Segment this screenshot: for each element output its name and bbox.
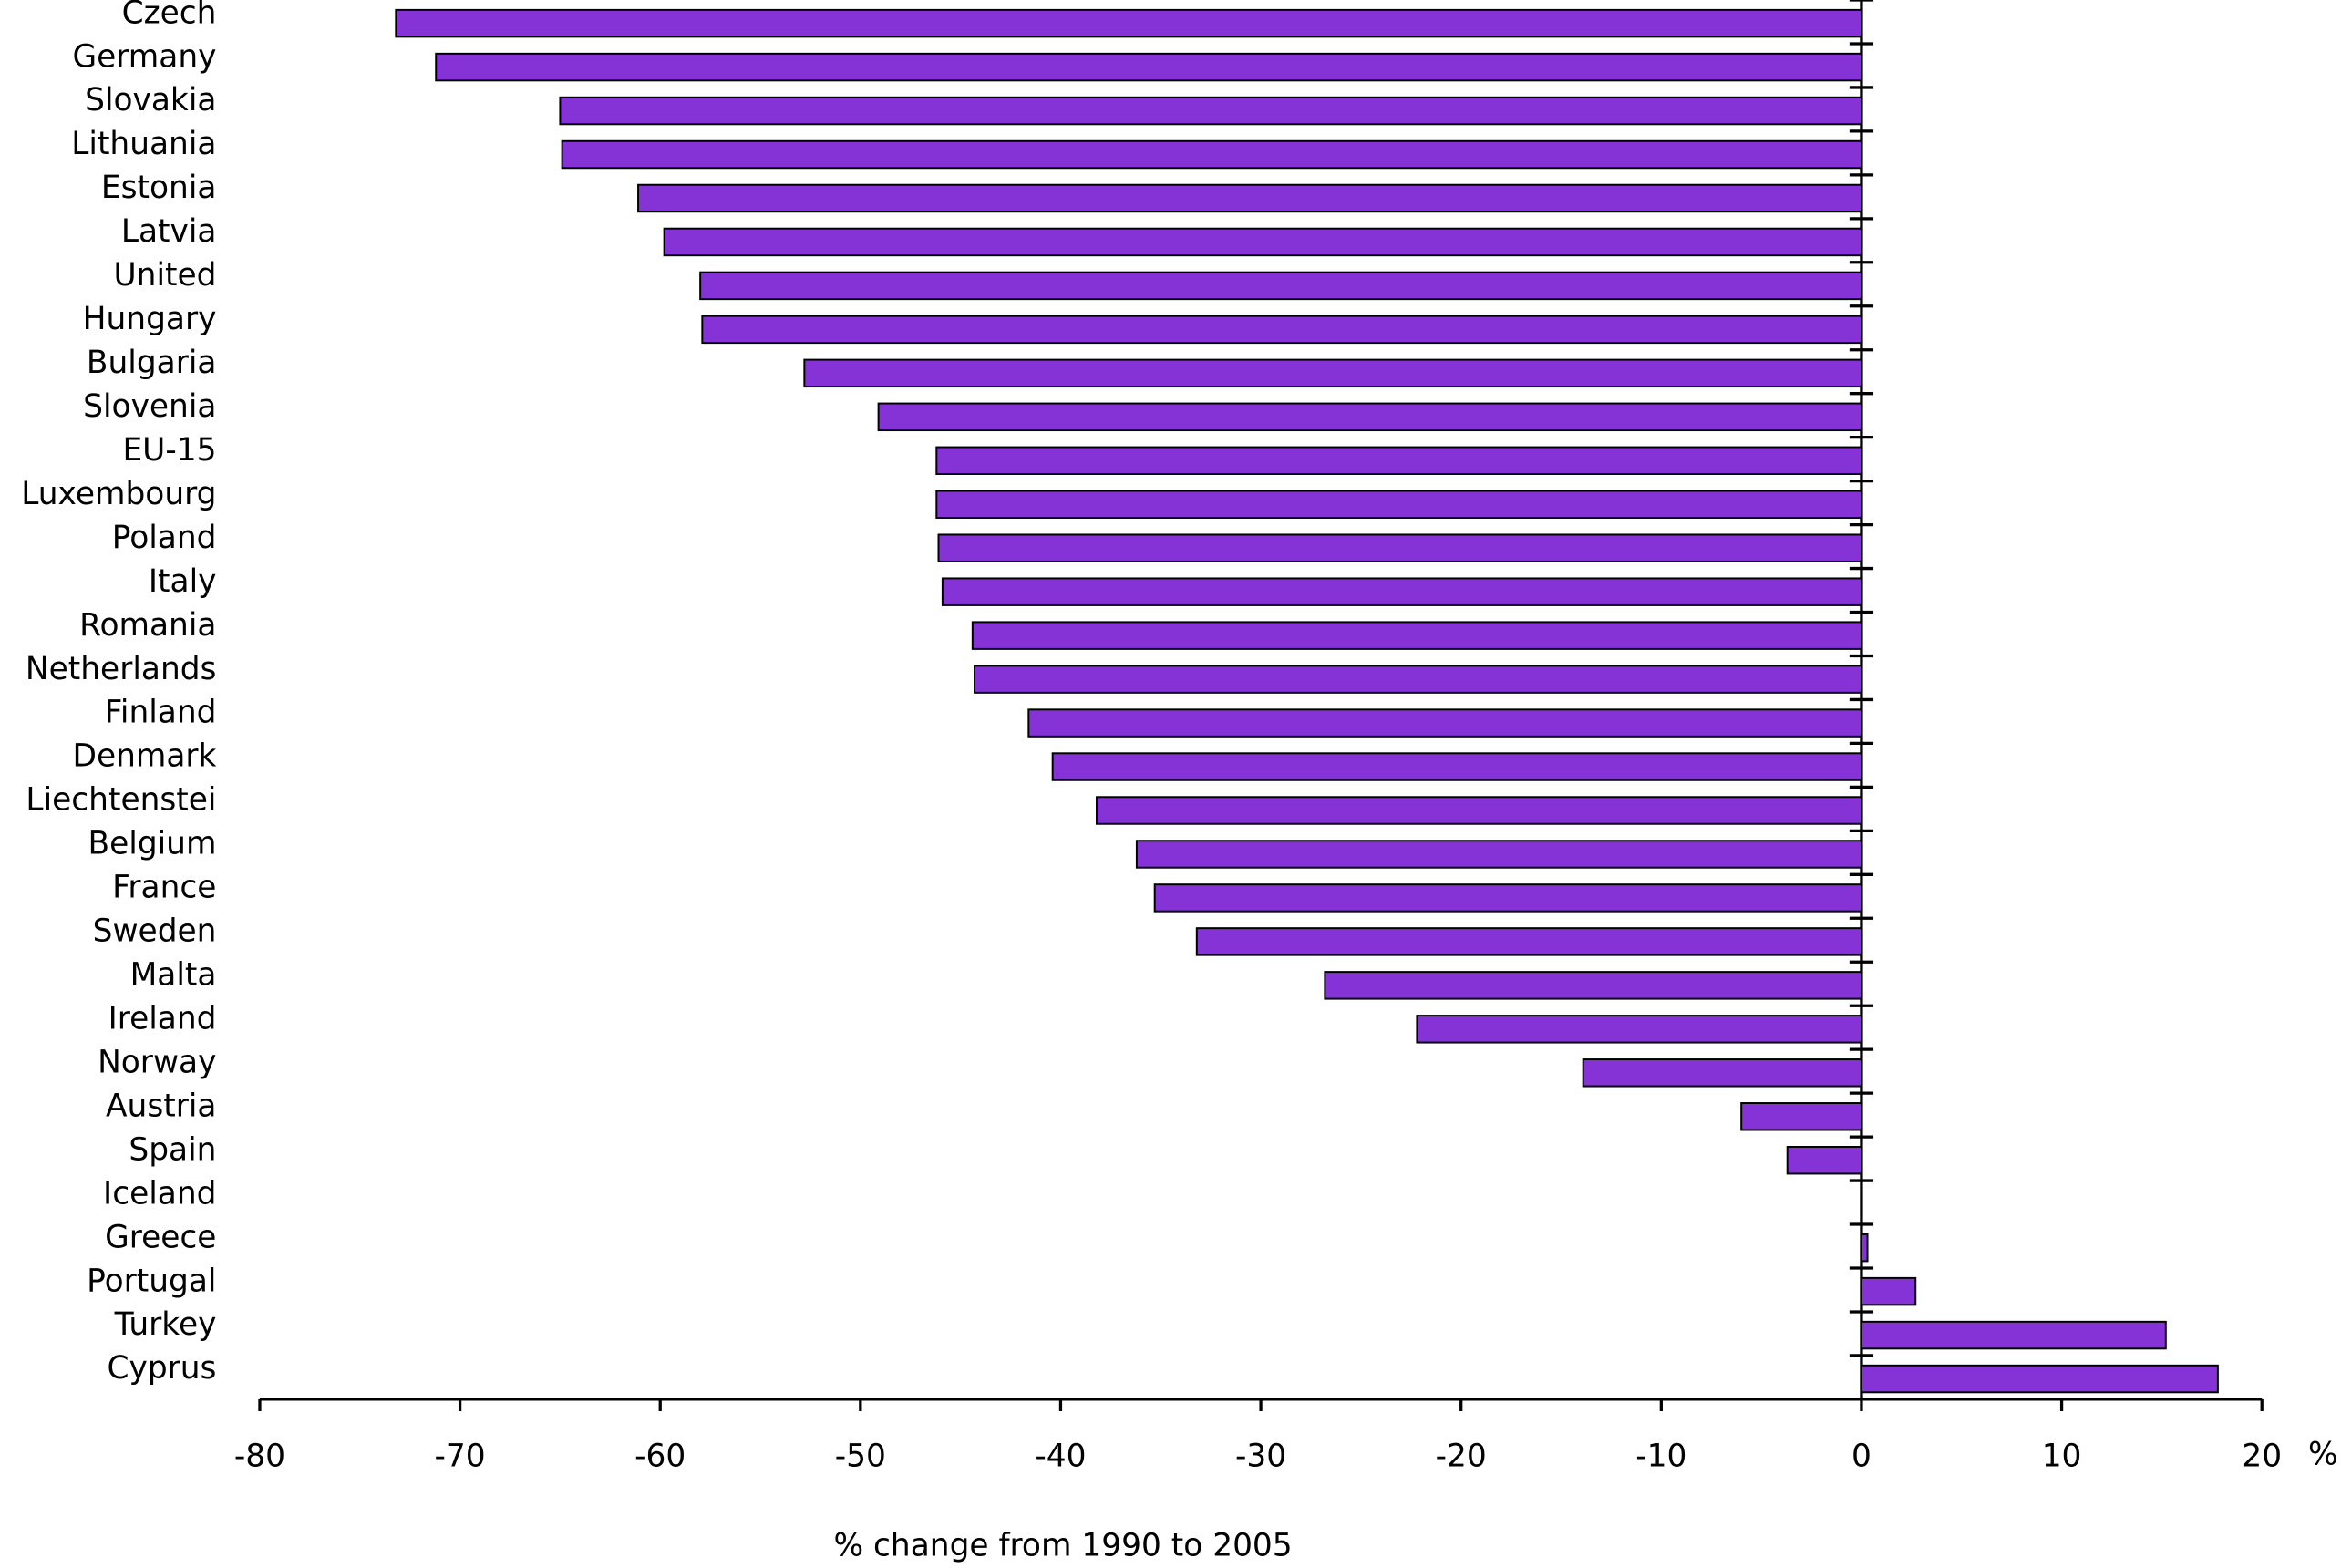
bar — [1135, 840, 1862, 869]
y-tick-label: Czech — [122, 0, 217, 31]
bar — [1860, 1276, 1917, 1306]
bar — [1195, 927, 1862, 956]
x-tick-label: -60 — [634, 1438, 686, 1474]
bar — [1860, 1364, 2219, 1394]
x-tick-label: -20 — [1436, 1438, 1487, 1474]
y-tick-label: Slovakia — [85, 82, 216, 119]
y-tick-label: Austria — [106, 1088, 216, 1124]
bar — [1860, 1233, 1869, 1263]
x-axis-label: % change from 1990 to 2005 — [833, 1528, 1292, 1564]
y-tick-label: Germany — [72, 38, 216, 75]
x-tick-label: -70 — [435, 1438, 486, 1474]
x-tick-label: 20 — [2242, 1438, 2282, 1474]
y-tick-label: Portugal — [87, 1263, 216, 1299]
y-tick-label: Latvia — [121, 213, 217, 250]
y-tick-label: Poland — [112, 520, 217, 556]
bar — [974, 665, 1862, 694]
bar — [1740, 1102, 1862, 1131]
y-tick-label: Greece — [105, 1219, 216, 1255]
x-axis-unit: % — [2308, 1437, 2338, 1473]
x-tick-label: -40 — [1035, 1438, 1086, 1474]
x-tick-label: -10 — [1635, 1438, 1686, 1474]
y-tick-label: Luxembourg — [21, 476, 216, 512]
y-tick-label: Iceland — [103, 1175, 216, 1212]
y-tick-label: France — [112, 870, 216, 906]
bar — [1051, 752, 1862, 781]
bar — [559, 96, 1862, 126]
x-tick-label: -30 — [1235, 1438, 1286, 1474]
x-tick-label: -50 — [835, 1438, 886, 1474]
y-tick-label: Cyprus — [107, 1350, 216, 1387]
bar — [1027, 708, 1862, 738]
y-tick-label: Denmark — [72, 738, 216, 775]
y-tick-label: Finland — [105, 695, 217, 731]
x-tick-label: 0 — [1851, 1438, 1872, 1474]
y-tick-label: Belgium — [88, 826, 217, 862]
bar — [1416, 1015, 1862, 1044]
y-tick-label: EU-15 — [122, 432, 216, 469]
bar — [937, 533, 1862, 562]
x-tick-label: 10 — [2042, 1438, 2082, 1474]
bar — [1860, 1320, 2167, 1350]
bar — [435, 52, 1862, 82]
bar — [699, 271, 1862, 301]
y-tick-label: Bulgaria — [87, 345, 217, 381]
bar — [941, 577, 1862, 606]
bar — [1324, 971, 1862, 1000]
bar — [1582, 1058, 1862, 1088]
y-tick-label: United — [114, 257, 217, 294]
bar — [971, 621, 1862, 650]
y-tick-label: Liechtenstei — [26, 782, 216, 819]
bar — [1096, 796, 1862, 825]
bar — [935, 446, 1862, 476]
y-tick-label: Estonia — [101, 170, 217, 206]
y-tick-label: Sweden — [93, 913, 217, 950]
y-tick-label: Malta — [130, 957, 217, 994]
bar — [877, 402, 1862, 432]
y-tick-label: Slovenia — [83, 388, 216, 425]
y-tick-label: Italy — [149, 563, 217, 600]
bar — [395, 8, 1862, 38]
y-tick-label: Netherlands — [26, 651, 217, 687]
bar — [1153, 883, 1862, 913]
bar — [561, 139, 1862, 170]
bar — [701, 315, 1862, 345]
y-tick-label: Ireland — [108, 1000, 217, 1037]
bar — [1786, 1145, 1862, 1175]
y-tick-label: Lithuania — [71, 126, 216, 162]
y-tick-label: Turkey — [114, 1306, 217, 1343]
y-tick-label: Norway — [98, 1044, 216, 1080]
bar — [663, 227, 1862, 257]
bar — [803, 358, 1862, 388]
y-tick-label: Romania — [79, 607, 216, 644]
x-tick-label: -80 — [234, 1438, 285, 1474]
bar — [935, 490, 1862, 519]
bar — [637, 183, 1862, 213]
y-tick-label: Hungary — [83, 301, 217, 337]
y-tick-label: Spain — [129, 1131, 216, 1168]
